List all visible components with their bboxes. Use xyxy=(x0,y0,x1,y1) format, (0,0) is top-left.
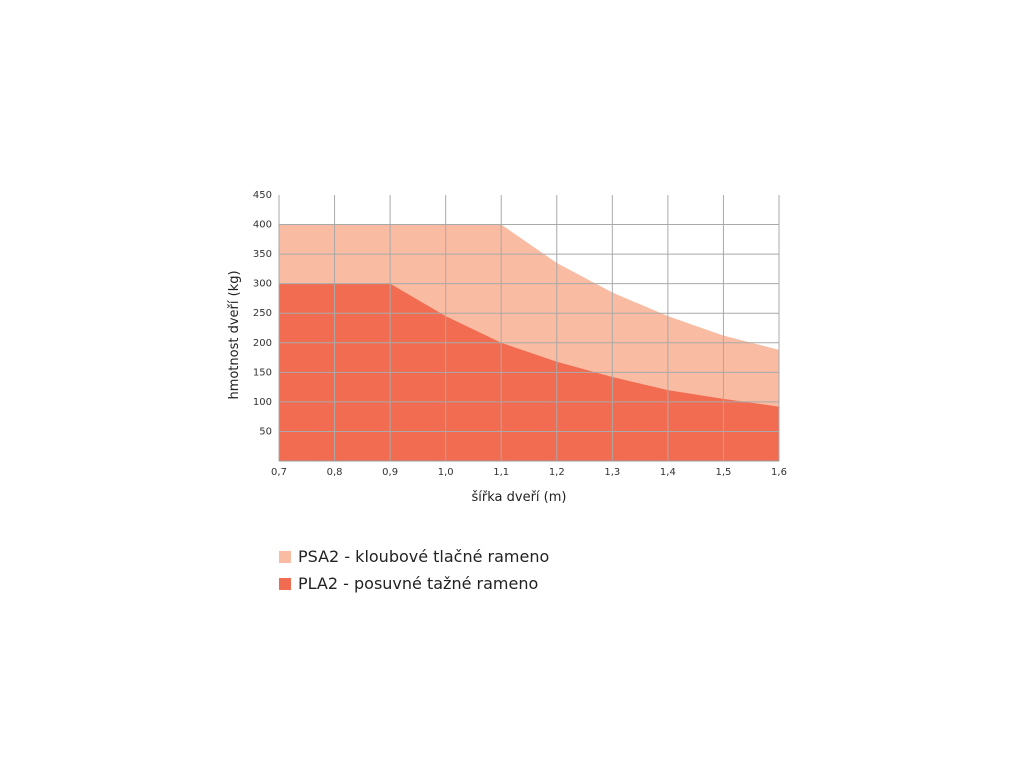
legend-swatch-pla2 xyxy=(279,577,291,590)
y-axis-label: hmotnost dveří (kg) xyxy=(227,270,242,399)
x-tick-label: 1,4 xyxy=(660,467,676,478)
x-tick-label: 0,7 xyxy=(271,467,287,478)
y-tick-label: 350 xyxy=(253,249,272,260)
tick-layer: 0,7 0,8 0,9 1,0 1,1 1,2 1,3 1,4 1,5 1,6 50 100 150 20… xyxy=(253,190,787,478)
x-tick-label: 1,1 xyxy=(493,467,509,478)
legend-swatch-psa2 xyxy=(279,550,291,563)
y-tick-label: 150 xyxy=(253,367,272,378)
grid-layer xyxy=(278,195,780,462)
x-tick-label: 0,8 xyxy=(327,467,343,478)
legend: PSA2 - kloubové tlačné rameno PLA2 - pos… xyxy=(279,543,549,597)
x-tick-label: 1,2 xyxy=(549,467,565,478)
y-tick-label: 450 xyxy=(253,190,272,201)
y-tick-label: 200 xyxy=(253,338,272,349)
x-tick-label: 1,3 xyxy=(604,467,620,478)
x-tick-label: 1,5 xyxy=(715,467,731,478)
y-tick-label: 100 xyxy=(253,397,272,408)
x-axis-label: šířka dveří (m) xyxy=(472,490,567,505)
x-tick-label: 1,6 xyxy=(771,467,787,478)
legend-label-pla2: PLA2 - posuvné tažné rameno xyxy=(298,574,539,593)
x-tick-label: 0,9 xyxy=(382,467,398,478)
x-tick-label: 1,0 xyxy=(438,467,454,478)
y-tick-label: 400 xyxy=(253,220,272,231)
y-tick-label: 250 xyxy=(253,308,272,319)
legend-label-psa2: PSA2 - kloubové tlačné rameno xyxy=(298,547,550,566)
y-tick-label: 50 xyxy=(259,426,272,437)
legend-item-pla2: PLA2 - posuvné tažné rameno xyxy=(279,570,549,597)
legend-item-psa2: PSA2 - kloubové tlačné rameno xyxy=(279,543,549,570)
y-tick-label: 300 xyxy=(253,279,272,290)
